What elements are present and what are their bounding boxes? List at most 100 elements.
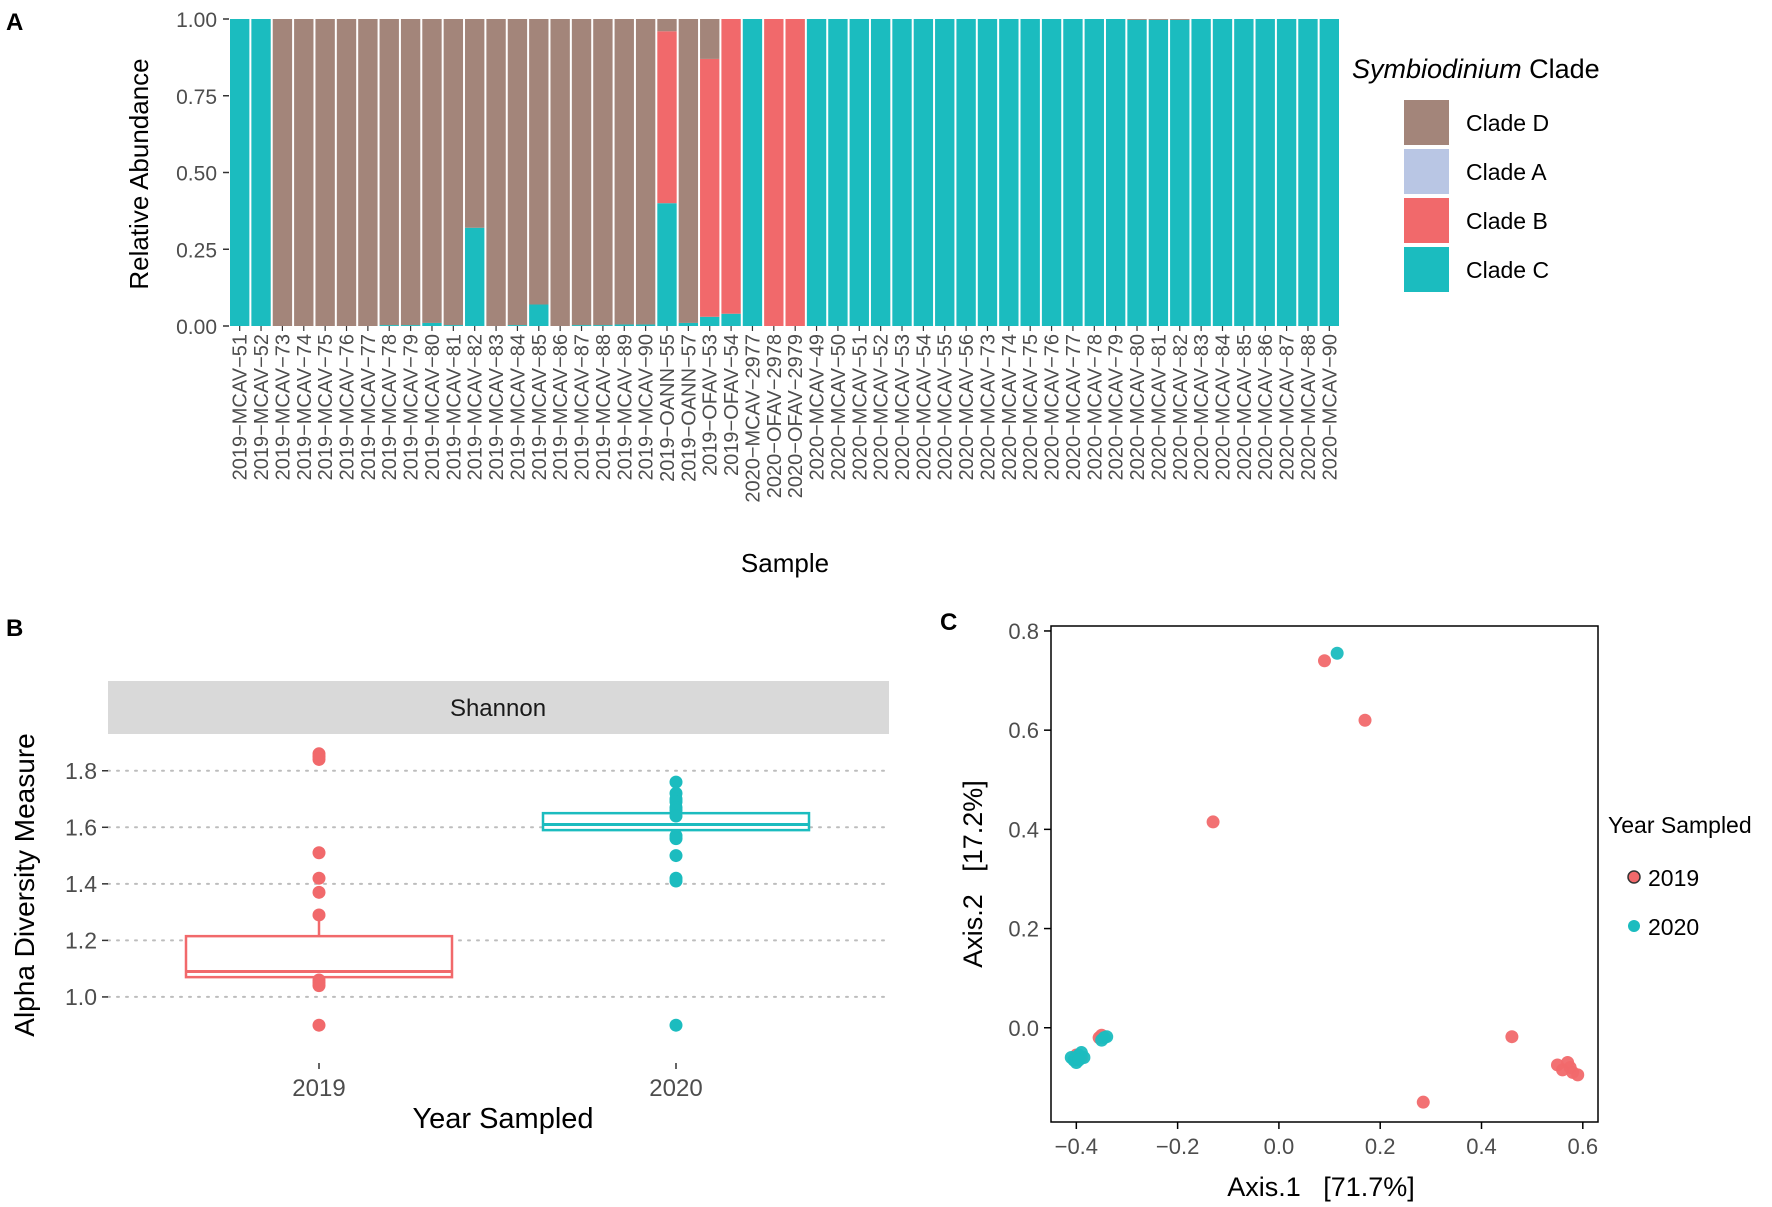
bar-segment-clade-c (1148, 19, 1169, 327)
box-data-point (669, 1018, 683, 1032)
x-tick-label: 0.2 (1365, 1134, 1396, 1159)
x-tick-label: 2020−MCAV−86 (1255, 334, 1277, 480)
bar-segment-clade-d (614, 19, 634, 325)
panel-a-x-axis: 2019−MCAV−51 2019−MCAV−52 2019−MCAV−73 2019… (230, 326, 1341, 503)
x-tick-label: 2019−MCAV−81 (443, 334, 465, 480)
legend-swatch-clade-b (1404, 198, 1449, 243)
scatter-point-2020 (1072, 1053, 1086, 1067)
x-tick-label: 2019−MCAV−52 (251, 334, 273, 480)
x-tick-label: 2019−OANN−55 (657, 334, 679, 482)
panel-b-x-axis-title: Year Sampled (412, 1103, 593, 1135)
legend-swatch-clade-d (1404, 100, 1449, 145)
bar-segment-clade-c (1127, 19, 1147, 327)
panel-a-stacked-bar-chart: 0.000.250.500.751.00 2019−MCAV−51 2019−MC… (124, 9, 1600, 578)
bar-segment-clade-d (465, 19, 485, 228)
x-tick-label: 2019−MCAV−80 (422, 334, 444, 480)
panel-b-boxes (184, 747, 811, 1032)
box-data-point (669, 832, 683, 846)
panel-a-legend: Symbiodinium Clade Clade D Clade A Clade B… (1352, 54, 1600, 292)
scatter-point-2019 (1505, 1030, 1519, 1044)
bar-segment-clade-c (635, 324, 656, 326)
x-tick-label: 2020−MCAV−74 (999, 334, 1021, 480)
y-tick-label: 0.75 (176, 86, 217, 109)
x-tick-label: 2020−MCAV−80 (1127, 334, 1149, 480)
panel-a-y-axis-title: Relative Abundance (124, 58, 154, 289)
panel-b-box-plot: Shannon 1.0 1.2 1.4 1.6 1.8 2019 2020 Year Sa… (9, 681, 890, 1135)
bar-segment-clade-d (657, 19, 677, 32)
scatter-point-2019 (1318, 654, 1331, 668)
x-tick-label: 2020−MCAV−51 (849, 334, 871, 480)
box-data-point (312, 908, 326, 922)
panel-label-a: A (6, 9, 23, 36)
x-tick-label: 2019−MCAV−74 (294, 334, 316, 480)
bar-segment-clade-c (657, 203, 677, 326)
y-tick-label: 1.2 (65, 927, 97, 953)
bar-segment-clade-c (529, 304, 549, 326)
x-tick-label: 2019−MCAV−85 (529, 334, 551, 480)
bar-segment-clade-d (443, 19, 464, 326)
bar-segment-clade-c (806, 19, 827, 326)
panel-label-b: B (6, 615, 23, 642)
bar-segment-clade-c (443, 325, 464, 326)
bar-segment-clade-c (956, 19, 976, 326)
bar-segment-clade-d (400, 19, 421, 326)
legend-swatch-clade-a (1404, 149, 1449, 194)
panel-c-scatter-plot: −0.4 −0.2 0.0 0.2 0.4 0.6 0.0 0.2 0.4 0.6 0.8 Axis… (958, 619, 1752, 1202)
bar-segment-clade-c (230, 19, 250, 326)
x-tick-label: 2019−MCAV−79 (401, 334, 423, 480)
x-tick-label: 2020−MCAV−82 (1170, 334, 1192, 480)
x-tick-label: 2020 (649, 1075, 702, 1102)
bar-segment-clade-c (742, 19, 763, 326)
y-tick-label: 1.0 (65, 984, 97, 1010)
y-tick-label: 1.00 (176, 9, 217, 32)
legend-label: Clade A (1466, 159, 1547, 185)
panel-c-legend-title: Year Sampled (1608, 812, 1752, 838)
x-tick-label: 2020−MCAV−90 (1319, 334, 1341, 480)
x-tick-label: 2019−MCAV−78 (379, 334, 401, 480)
x-tick-label: 2020−MCAV−50 (828, 334, 850, 480)
bar-segment-clade-b (764, 19, 784, 326)
bar-segment-clade-d (294, 19, 314, 326)
panel-b-x-axis: 2019 2020 (292, 1063, 703, 1102)
panel-a-legend-title: Symbiodinium Clade (1352, 54, 1600, 84)
panel-b-facet-strip (108, 681, 889, 734)
bar-segment-clade-d (379, 19, 399, 326)
x-tick-label: 2019−MCAV−83 (486, 334, 508, 480)
x-tick-label: 2020−MCAV−83 (1191, 334, 1213, 480)
y-tick-label: 0.00 (176, 316, 217, 339)
x-tick-label: 2019−MCAV−82 (465, 334, 487, 480)
bar-segment-clade-c (1191, 19, 1211, 326)
box-data-point (312, 846, 326, 860)
x-tick-label: 0.6 (1568, 1134, 1599, 1159)
bar-segment-clade-c (1319, 19, 1339, 326)
x-tick-label: 2020−MCAV−49 (807, 334, 829, 480)
bar-segment-clade-c (251, 19, 271, 326)
x-tick-label: 2019−OANN−57 (678, 334, 700, 482)
scatter-point-2019 (1416, 1095, 1430, 1109)
y-tick-label: 0.50 (176, 163, 217, 186)
box-data-point (312, 885, 326, 899)
x-tick-label: 2020−OFAV−2979 (785, 334, 807, 498)
bar-segment-clade-d (1148, 19, 1169, 20)
bar-segment-clade-d (315, 19, 335, 326)
x-tick-label: 2020−MCAV−85 (1234, 334, 1256, 480)
x-tick-label: 2019−MCAV−89 (614, 334, 636, 480)
x-tick-label: 2019−OFAV−53 (700, 334, 722, 476)
scatter-point-2020 (1100, 1030, 1114, 1044)
x-tick-label: 2020−MCAV−73 (977, 334, 999, 480)
box-data-point (312, 871, 326, 885)
bar-segment-clade-b (785, 19, 805, 326)
bar-segment-clade-d (507, 19, 528, 326)
panel-c-x-axis-title: Axis.1 [71.7%] (1227, 1172, 1415, 1202)
bar-segment-clade-c (721, 313, 741, 326)
bar-segment-clade-d (550, 19, 570, 326)
legend-swatch-clade-c (1404, 247, 1449, 292)
bar-segment-clade-c (379, 325, 399, 326)
bar-segment-clade-d (593, 19, 613, 326)
x-tick-label: 2020−MCAV−79 (1106, 334, 1128, 480)
panel-b-facet-strip-label: Shannon (450, 695, 546, 722)
bar-segment-clade-c (1041, 19, 1062, 326)
bar-segment-clade-d (1127, 19, 1147, 20)
bar-segment-clade-d (529, 19, 549, 305)
